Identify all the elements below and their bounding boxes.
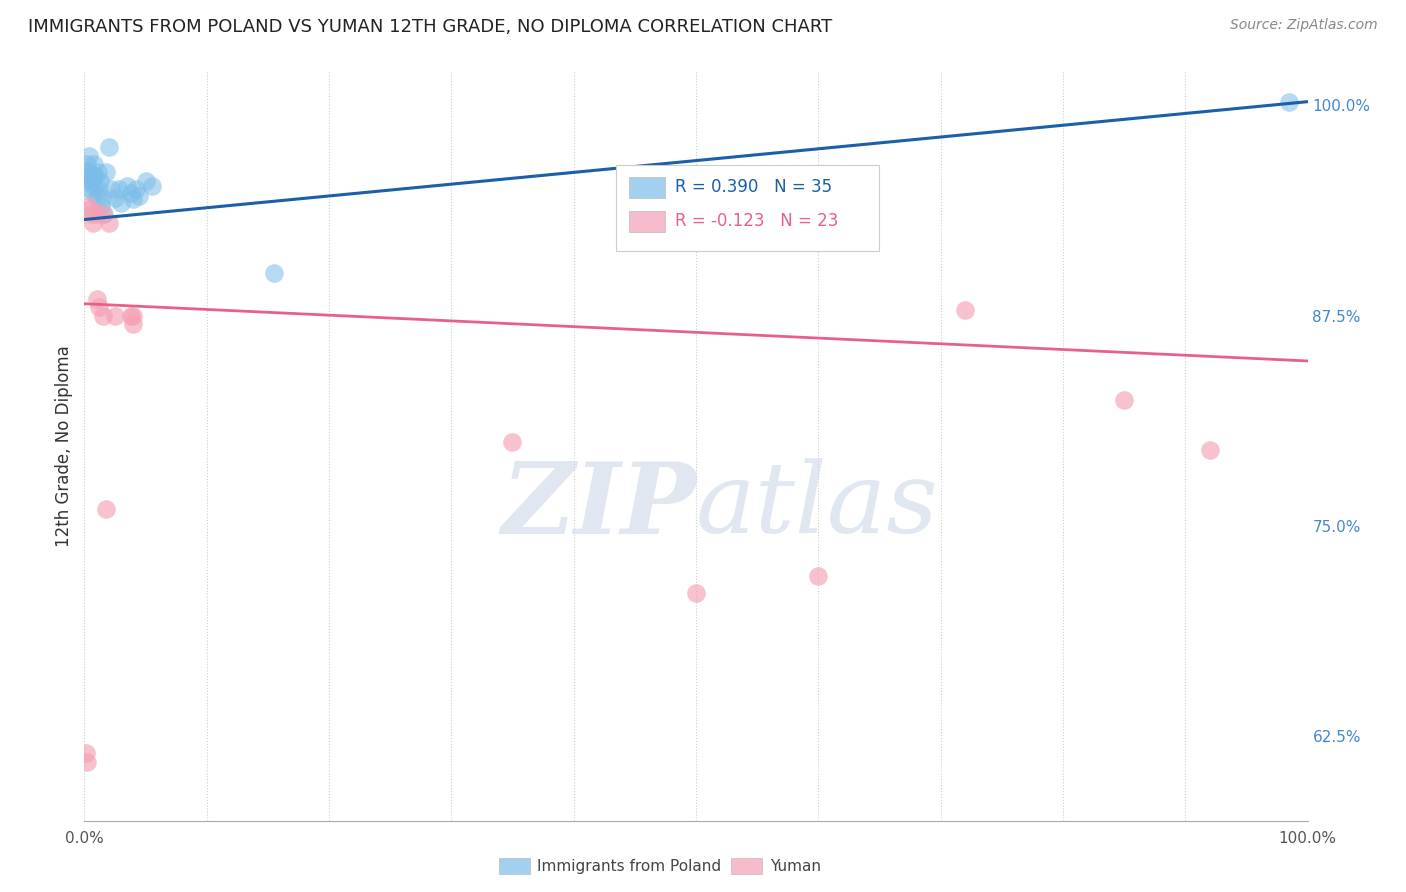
Point <box>685 586 707 600</box>
Point <box>77 174 100 188</box>
Point <box>96 165 118 179</box>
Point <box>141 178 163 193</box>
FancyBboxPatch shape <box>628 177 665 198</box>
Point <box>86 191 108 205</box>
FancyBboxPatch shape <box>616 165 880 252</box>
Point <box>76 755 98 769</box>
Point <box>75 165 97 179</box>
Point <box>79 202 101 217</box>
Point <box>76 157 98 171</box>
Text: IMMIGRANTS FROM POLAND VS YUMAN 12TH GRADE, NO DIPLOMA CORRELATION CHART: IMMIGRANTS FROM POLAND VS YUMAN 12TH GRA… <box>28 18 832 36</box>
Point <box>91 207 114 221</box>
Point <box>89 174 111 188</box>
Point <box>82 169 104 183</box>
Point <box>84 169 107 183</box>
Point <box>86 292 108 306</box>
Point <box>90 199 112 213</box>
Point <box>87 300 110 314</box>
Point <box>125 182 148 196</box>
Y-axis label: 12th Grade, No Diploma: 12th Grade, No Diploma <box>55 345 73 547</box>
Point <box>263 267 285 281</box>
Point <box>79 182 101 196</box>
FancyBboxPatch shape <box>628 211 665 232</box>
Point <box>100 182 122 196</box>
Point <box>128 189 150 203</box>
Point <box>82 186 104 200</box>
Point <box>96 502 118 516</box>
Point <box>86 207 108 221</box>
Point <box>83 157 105 171</box>
Point <box>91 309 114 323</box>
Point <box>80 174 103 188</box>
Text: R = -0.123   N = 23: R = -0.123 N = 23 <box>675 212 838 230</box>
Point <box>77 148 100 162</box>
Point <box>502 434 524 449</box>
Point <box>1198 443 1220 458</box>
Point <box>77 165 100 179</box>
Point <box>953 303 976 318</box>
Point <box>83 178 105 193</box>
Point <box>1114 392 1136 407</box>
Text: Yuman: Yuman <box>770 859 821 873</box>
Text: Source: ZipAtlas.com: Source: ZipAtlas.com <box>1230 18 1378 32</box>
Point <box>104 309 127 323</box>
Point <box>807 569 830 583</box>
Point <box>75 746 97 760</box>
Point <box>79 169 101 183</box>
Text: ZIP: ZIP <box>501 458 696 554</box>
Point <box>115 178 138 193</box>
Point <box>122 309 145 323</box>
Point <box>80 207 103 221</box>
Point <box>97 140 120 154</box>
Point <box>120 309 142 323</box>
Point <box>97 216 120 230</box>
Point <box>87 165 110 179</box>
Text: atlas: atlas <box>696 458 939 554</box>
Point <box>122 317 145 331</box>
Point <box>122 192 145 206</box>
Text: R = 0.390   N = 35: R = 0.390 N = 35 <box>675 178 832 196</box>
Text: Immigrants from Poland: Immigrants from Poland <box>537 859 721 873</box>
Point <box>107 182 129 196</box>
Point <box>104 191 127 205</box>
Point <box>120 186 142 200</box>
Point <box>135 174 157 188</box>
Point <box>82 216 104 230</box>
Point <box>93 207 115 221</box>
Point <box>91 191 114 205</box>
Point <box>110 195 132 210</box>
Point <box>87 182 110 196</box>
Point <box>1278 95 1301 109</box>
Point <box>77 199 100 213</box>
